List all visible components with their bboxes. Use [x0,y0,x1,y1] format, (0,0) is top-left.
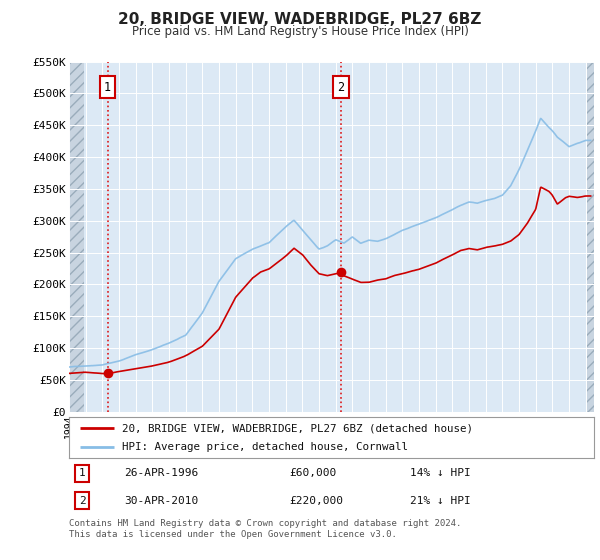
Text: 2: 2 [79,496,86,506]
Text: HPI: Average price, detached house, Cornwall: HPI: Average price, detached house, Corn… [121,442,407,452]
Text: 30-APR-2010: 30-APR-2010 [124,496,199,506]
Text: 21% ↓ HPI: 21% ↓ HPI [410,496,471,506]
Text: 14% ↓ HPI: 14% ↓ HPI [410,469,471,478]
Text: Price paid vs. HM Land Registry's House Price Index (HPI): Price paid vs. HM Land Registry's House … [131,25,469,38]
Text: £220,000: £220,000 [290,496,343,506]
Text: 1: 1 [79,469,86,478]
Text: 1: 1 [104,81,111,94]
Text: 26-APR-1996: 26-APR-1996 [124,469,199,478]
Text: 20, BRIDGE VIEW, WADEBRIDGE, PL27 6BZ (detached house): 20, BRIDGE VIEW, WADEBRIDGE, PL27 6BZ (d… [121,423,473,433]
Text: 20, BRIDGE VIEW, WADEBRIDGE, PL27 6BZ: 20, BRIDGE VIEW, WADEBRIDGE, PL27 6BZ [118,12,482,27]
Bar [69,62,84,412]
Bar [587,62,594,412]
Text: 2: 2 [338,81,345,94]
Text: £60,000: £60,000 [290,469,337,478]
Bar [587,62,594,412]
Bar [69,62,84,412]
Text: Contains HM Land Registry data © Crown copyright and database right 2024.
This d: Contains HM Land Registry data © Crown c… [69,519,461,539]
